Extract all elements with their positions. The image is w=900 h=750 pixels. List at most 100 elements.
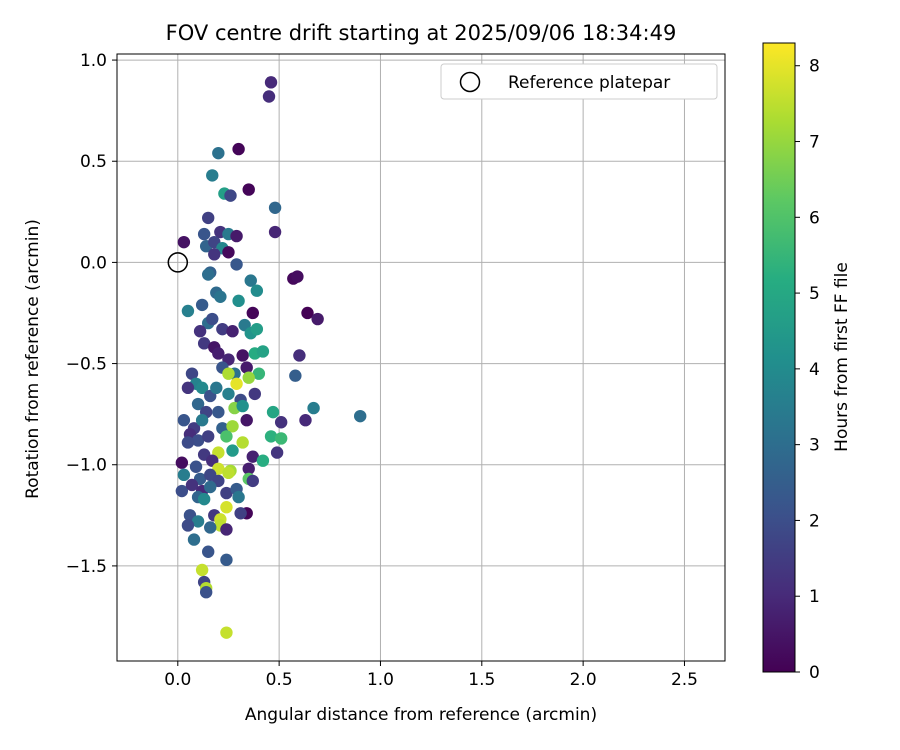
data-point [236, 349, 249, 362]
data-point [242, 183, 255, 196]
colorbar-gradient [762, 42, 796, 673]
data-point [206, 169, 219, 182]
data-point [197, 492, 211, 506]
reference-platepar-marker [167, 252, 189, 273]
data-point [236, 436, 249, 449]
colorbar-tick-label: 3 [809, 436, 820, 456]
y-tick-label: −1.0 [66, 456, 107, 476]
y-tick-label: 0.0 [80, 253, 107, 273]
data-point [262, 90, 276, 103]
data-point [197, 227, 211, 241]
data-point [195, 381, 209, 395]
legend-box [440, 63, 718, 100]
data-point [177, 468, 191, 482]
data-point [220, 501, 233, 514]
data-point [240, 414, 253, 427]
data-point [226, 420, 239, 433]
data-point [224, 189, 237, 202]
data-point [177, 414, 191, 427]
data-point [220, 626, 233, 639]
x-tick-label: 1.0 [367, 670, 394, 690]
data-point [181, 519, 195, 532]
colorbar-tick-label: 1 [809, 587, 820, 607]
data-point [242, 462, 255, 475]
legend: Reference platepar [440, 63, 718, 100]
colorbar: 0 1 2 3 4 5 6 7 8 Hours from first FF file [762, 42, 852, 683]
data-point [195, 563, 209, 577]
chart-title: FOV centre drift starting at 2025/09/06 … [166, 21, 677, 45]
data-point [236, 399, 249, 413]
data-point [242, 371, 255, 384]
data-point [222, 466, 235, 480]
data-point [250, 322, 264, 336]
data-point [220, 430, 233, 443]
data-point [246, 306, 259, 320]
x-tick-label: 2.0 [570, 670, 597, 690]
legend-reference-marker [459, 71, 481, 93]
scatter-points [175, 76, 367, 639]
data-point [256, 345, 270, 358]
data-point [299, 414, 312, 427]
legend-entry-reference: Reference platepar [508, 73, 670, 93]
data-point [274, 432, 288, 445]
colorbar-ticks: 0 1 2 3 4 5 6 7 8 [795, 57, 820, 683]
data-point [199, 586, 213, 599]
data-point [246, 450, 259, 463]
data-point [220, 523, 233, 536]
data-point [204, 521, 217, 534]
x-tick-label: 2.5 [671, 670, 698, 690]
data-point [177, 235, 191, 249]
data-point [246, 474, 259, 488]
data-point [250, 284, 264, 297]
data-point [210, 381, 223, 395]
data-point [289, 369, 302, 382]
data-point [208, 248, 221, 261]
y-axis-label: Rotation from reference (arcmin) [23, 219, 43, 499]
data-point [222, 387, 235, 401]
data-point [232, 294, 245, 308]
data-point [222, 367, 235, 380]
data-point [244, 274, 257, 287]
data-point [264, 430, 278, 443]
data-point [232, 490, 245, 504]
data-point [197, 337, 211, 350]
data-point [191, 515, 205, 528]
data-point [293, 349, 306, 362]
data-point [270, 446, 284, 459]
data-point [185, 478, 199, 492]
data-point [220, 486, 233, 500]
colorbar-tick-label: 7 [809, 133, 820, 153]
data-point [193, 324, 207, 338]
data-point [202, 211, 215, 225]
data-point [204, 480, 217, 494]
data-point [195, 298, 209, 312]
data-point [240, 361, 253, 374]
data-point [181, 304, 195, 318]
y-tick-label: 0.5 [80, 152, 107, 172]
data-point [230, 377, 243, 391]
data-point [301, 306, 314, 320]
colorbar-tick-label: 6 [809, 208, 820, 228]
data-point [307, 401, 320, 415]
data-point [175, 456, 189, 469]
colorbar-tick-label: 2 [809, 511, 820, 531]
data-point [191, 397, 205, 411]
plot-area: 0.0 0.5 1.0 1.5 2.0 2.5 1.0 0.5 0.0 −0.5 −1.0 −1.5… [66, 51, 726, 690]
grid [117, 54, 725, 661]
data-point [311, 312, 324, 326]
data-point [212, 146, 225, 160]
data-point [248, 387, 262, 401]
data-point [354, 409, 367, 423]
data-point [175, 484, 189, 498]
data-point [234, 507, 247, 520]
y-tick-label: −1.5 [66, 557, 107, 577]
data-point [264, 76, 278, 89]
data-point [181, 436, 195, 449]
data-point [195, 414, 209, 427]
data-point [232, 142, 245, 156]
data-point [206, 312, 219, 326]
plot-frame [116, 53, 726, 662]
data-point [187, 533, 201, 546]
data-point [212, 347, 225, 360]
